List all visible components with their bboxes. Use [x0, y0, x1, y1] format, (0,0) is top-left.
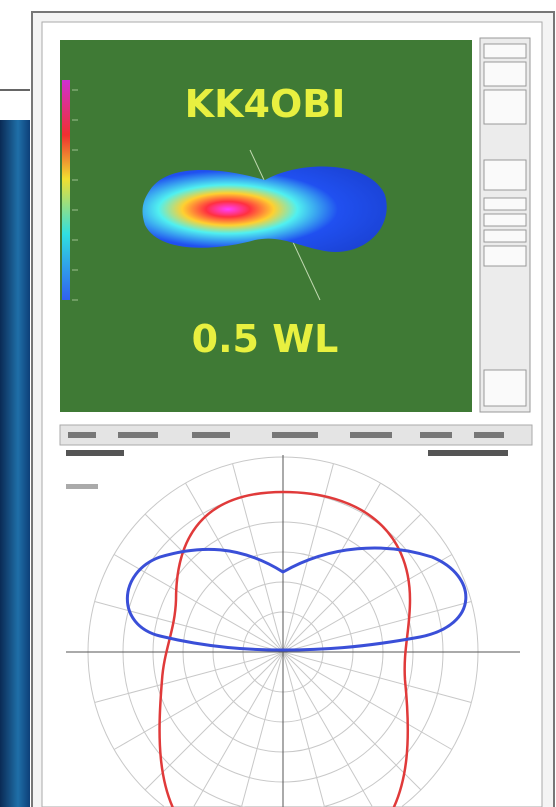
plot-label [428, 450, 508, 456]
color-bar [62, 80, 70, 300]
page: KK4OBI 0.5 WL (() => { const data = JSON [0, 0, 556, 807]
length-label: 0.5 WL [192, 317, 339, 361]
screenshot: KK4OBI 0.5 WL [0, 0, 556, 807]
menu-items[interactable] [68, 432, 504, 438]
callsign: KK4OBI [185, 82, 346, 126]
plot-label [66, 484, 98, 489]
side-panel [0, 120, 30, 807]
plot-label [66, 450, 124, 456]
